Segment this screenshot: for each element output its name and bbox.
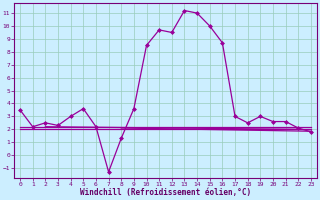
X-axis label: Windchill (Refroidissement éolien,°C): Windchill (Refroidissement éolien,°C) <box>80 188 251 197</box>
